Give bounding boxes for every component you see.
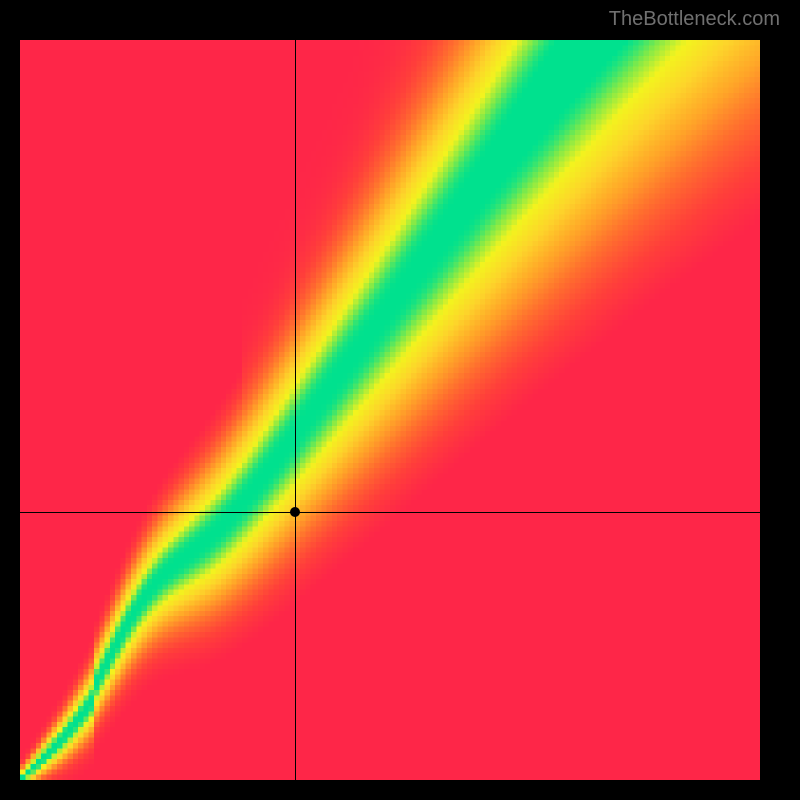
watermark-text: TheBottleneck.com [609, 8, 780, 31]
heatmap-plot [20, 40, 760, 780]
selection-marker [290, 507, 300, 517]
crosshair-horizontal [20, 512, 760, 513]
crosshair-vertical [295, 40, 296, 780]
heatmap-canvas [20, 40, 760, 780]
